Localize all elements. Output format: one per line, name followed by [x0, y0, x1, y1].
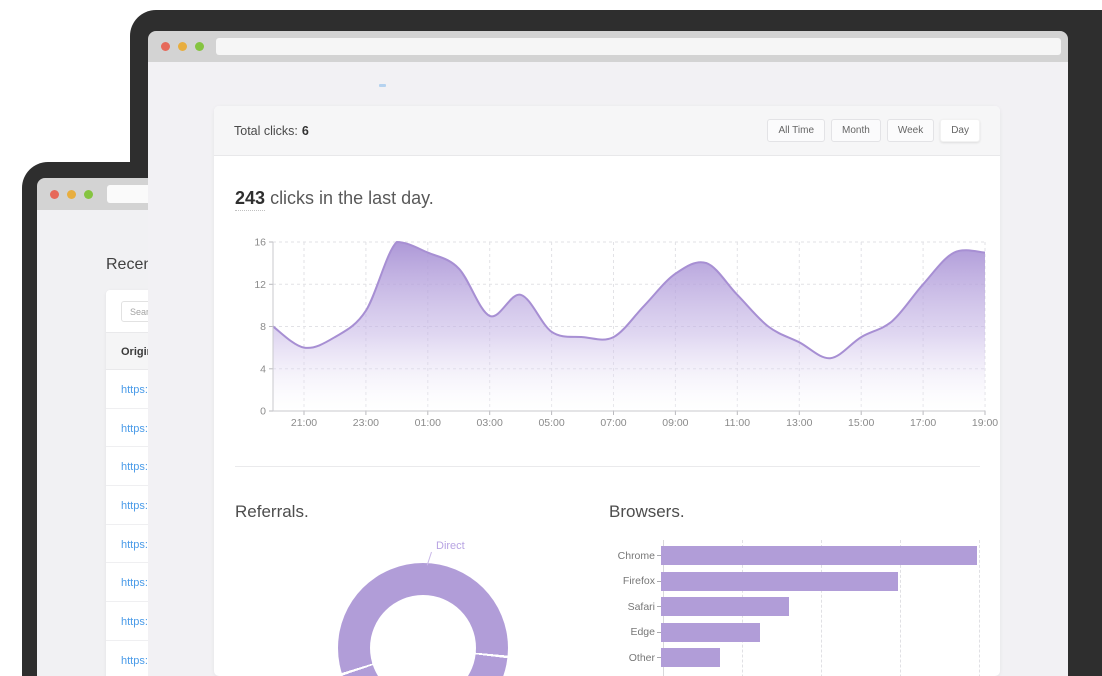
minimize-button[interactable] — [178, 42, 187, 51]
bar-row-other: Other — [609, 648, 989, 667]
analytics-card: Total clicks: 6 All Time Month Week Day 243… — [214, 106, 1000, 676]
bar-tick — [657, 580, 661, 582]
bar-gridline — [979, 540, 980, 676]
address-bar[interactable] — [216, 38, 1061, 55]
origin-url-link[interactable]: https: — [121, 500, 148, 513]
origin-url-link[interactable]: https: — [121, 616, 148, 629]
svg-text:23:00: 23:00 — [353, 417, 379, 429]
recent-links-heading: Recen — [106, 256, 153, 273]
bar-label: Chrome — [617, 549, 655, 562]
svg-text:19:00: 19:00 — [972, 417, 998, 429]
svg-text:12: 12 — [254, 279, 266, 291]
svg-text:01:00: 01:00 — [415, 417, 441, 429]
origin-url-link[interactable]: https: — [121, 461, 148, 474]
table-row[interactable]: https: — [106, 641, 406, 676]
close-button[interactable] — [161, 42, 170, 51]
bar-other — [661, 648, 720, 667]
bar-gridline — [821, 540, 822, 676]
svg-text:11:00: 11:00 — [725, 417, 751, 429]
origin-url-link[interactable]: https: — [121, 538, 148, 551]
bar-label: Edge — [630, 626, 655, 638]
filter-button-month[interactable]: Month — [831, 119, 881, 142]
origin-url-link[interactable]: https: — [121, 577, 148, 590]
svg-text:05:00: 05:00 — [538, 417, 564, 429]
bar-tick — [657, 631, 661, 633]
bar-row-chrome: Chrome — [609, 546, 989, 565]
svg-text:03:00: 03:00 — [477, 417, 503, 429]
bar-row-safari: Safari — [609, 597, 989, 616]
maximize-button[interactable] — [84, 189, 93, 199]
svg-text:0: 0 — [260, 406, 266, 418]
origin-url-link[interactable]: https: — [121, 422, 148, 435]
section-divider — [235, 466, 980, 467]
close-button[interactable] — [50, 189, 59, 199]
svg-text:8: 8 — [260, 321, 266, 333]
bar-tick — [657, 555, 661, 556]
svg-text:15:00: 15:00 — [848, 417, 874, 429]
total-clicks-label: Total clicks: — [234, 123, 298, 138]
bar-gridline — [900, 540, 901, 676]
window-controls — [161, 42, 204, 51]
time-filter-group: All Time Month Week Day — [767, 119, 980, 142]
front-browser-toolbar — [148, 31, 1068, 62]
filter-button-week[interactable]: Week — [886, 119, 935, 142]
bar-label: Safari — [627, 600, 655, 613]
svg-text:21:00: 21:00 — [291, 417, 317, 429]
origin-url-link[interactable]: https: — [121, 384, 148, 396]
front-browser-window: Total clicks: 6 All Time Month Week Day 243… — [148, 31, 1068, 676]
bar-row-edge: Edge — [609, 622, 989, 642]
maximize-button[interactable] — [195, 42, 204, 51]
svg-text:07:00: 07:00 — [600, 417, 626, 429]
browsers-title: Browsers. — [609, 502, 685, 521]
svg-text:4: 4 — [260, 363, 266, 375]
total-clicks-value: 6 — [301, 123, 309, 138]
clicks-headline-text: clicks in the last day. — [270, 188, 434, 208]
window-controls — [50, 189, 93, 199]
svg-text:13:00: 13:00 — [786, 417, 812, 429]
svg-text:09:00: 09:00 — [662, 417, 688, 429]
tiny-blue-mark — [379, 84, 386, 87]
bar-chrome — [661, 546, 977, 565]
filter-button-all-time[interactable]: All Time — [767, 119, 826, 142]
bar-tick — [657, 606, 661, 607]
clicks-count: 243 — [235, 188, 266, 211]
bar-edge — [661, 622, 760, 642]
bar-label: Other — [628, 651, 655, 664]
svg-text:16: 16 — [254, 237, 266, 249]
donut-hole — [370, 595, 476, 676]
clicks-headline: 243 clicks in the last day. — [235, 188, 434, 211]
minimize-button[interactable] — [67, 189, 76, 199]
bar-label: Firefox — [622, 575, 655, 587]
donut-label-direct: Direct — [436, 540, 465, 552]
card-header: Total clicks: 6 All Time Month Week Day — [214, 106, 1000, 156]
clicks-area-chart: 21:00 23:00 01:00 03:00 05:00 07:00 09:00 11:00… — [254, 237, 998, 430]
origin-url-link[interactable]: https: — [121, 654, 148, 667]
bar-tick — [657, 657, 661, 658]
bar-firefox — [661, 571, 898, 591]
filter-button-day[interactable]: Day — [940, 119, 980, 142]
browsers-bar-chart: Chrome Firefox Safari Edge Other — [609, 533, 989, 676]
svg-text:17:00: 17:00 — [910, 417, 936, 429]
bar-safari — [661, 597, 789, 616]
bar-row-firefox: Firefox — [609, 571, 989, 591]
front-page-body: Total clicks: 6 All Time Month Week Day 243… — [148, 62, 1068, 676]
total-clicks: Total clicks: 6 — [234, 124, 309, 138]
referrals-title: Referrals. — [235, 502, 309, 521]
